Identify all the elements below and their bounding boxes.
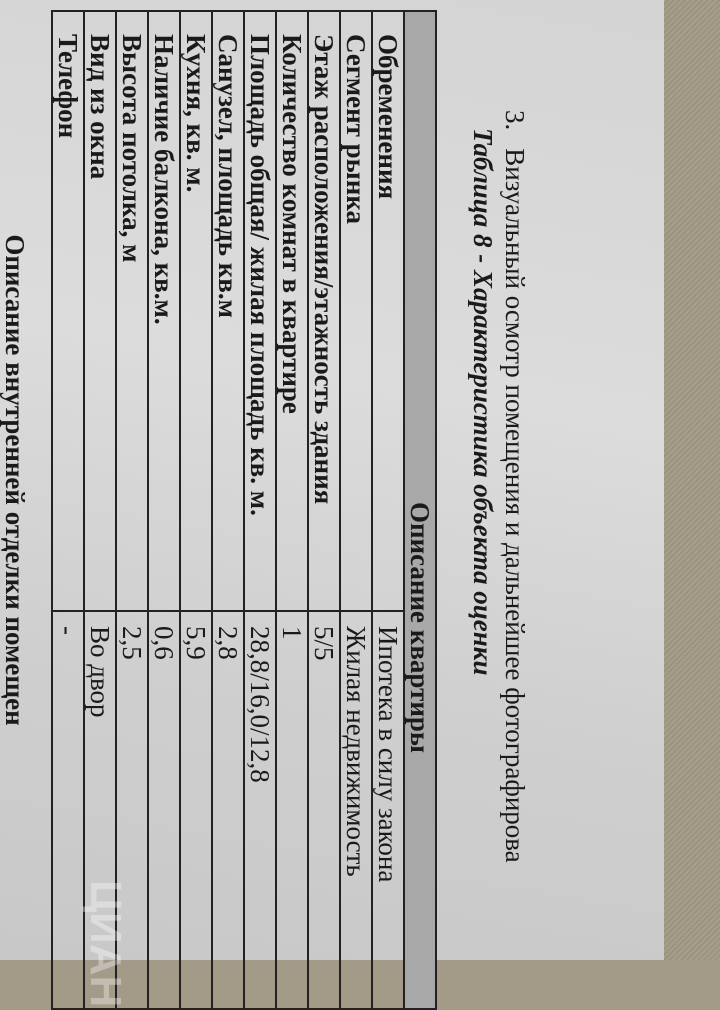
table-row: Этаж расположения/этажность здания 5/5 xyxy=(308,11,340,1009)
table-row: Телефон - xyxy=(52,11,84,1009)
row-value: Ипотека в силу закона xyxy=(372,611,404,1009)
row-value: 2,8 xyxy=(212,611,244,1009)
table-row: Обременения Ипотека в силу закона xyxy=(372,11,404,1009)
row-label: Площадь общая/ жилая площадь кв. м. xyxy=(244,11,276,611)
row-label: Телефон xyxy=(52,11,84,611)
row-label: Сегмент рынка xyxy=(340,11,372,611)
table-row: Площадь общая/ жилая площадь кв. м. 28,8/… xyxy=(244,11,276,1009)
row-value: 5/5 xyxy=(308,611,340,1009)
table-caption: Таблица 8 - Характеристика объекта оценк… xyxy=(468,128,498,676)
table-header: Описание квартиры xyxy=(404,11,436,1009)
row-label: Количество комнат в квартире xyxy=(276,11,308,611)
next-section-heading: Описание внутренней отделки помещен xyxy=(0,234,30,726)
row-label: Наличие балкона, кв.м. xyxy=(148,11,180,611)
carpet-background xyxy=(664,0,720,960)
table-row: Высота потолка, м 2,5 xyxy=(116,11,148,1009)
row-label: Обременения xyxy=(372,11,404,611)
row-label: Этаж расположения/этажность здания xyxy=(308,11,340,611)
table-row: Санузел, площадь кв.м 2,8 xyxy=(212,11,244,1009)
row-value: 28,8/16,0/12,8 xyxy=(244,611,276,1009)
section-title: Визуальный осмотр помещения и дальнейшее… xyxy=(500,148,530,863)
table-row: Сегмент рынка Жилая недвижимость xyxy=(340,11,372,1009)
table-row: Вид из окна Во двор xyxy=(84,11,116,1009)
row-value: 5,9 xyxy=(180,611,212,1009)
table-row: Наличие балкона, кв.м. 0,6 xyxy=(148,11,180,1009)
watermark-logo: ЦИAН xyxy=(81,880,130,1008)
section-number: 3. xyxy=(500,110,530,131)
characteristics-table: Описание квартиры Обременения Ипотека в с… xyxy=(51,10,437,1010)
row-label: Санузел, площадь кв.м xyxy=(212,11,244,611)
row-label: Кухня, кв. м. xyxy=(180,11,212,611)
table-row: Количество комнат в квартире 1 xyxy=(276,11,308,1009)
row-label: Высота потолка, м xyxy=(116,11,148,611)
row-value: 1 xyxy=(276,611,308,1009)
row-label: Вид из окна xyxy=(84,11,116,611)
row-value: Жилая недвижимость xyxy=(340,611,372,1009)
table-row: Кухня, кв. м. 5,9 xyxy=(180,11,212,1009)
row-value: 0,6 xyxy=(148,611,180,1009)
section-heading: 3. Визуальный осмотр помещения и дальнейш… xyxy=(499,110,530,863)
